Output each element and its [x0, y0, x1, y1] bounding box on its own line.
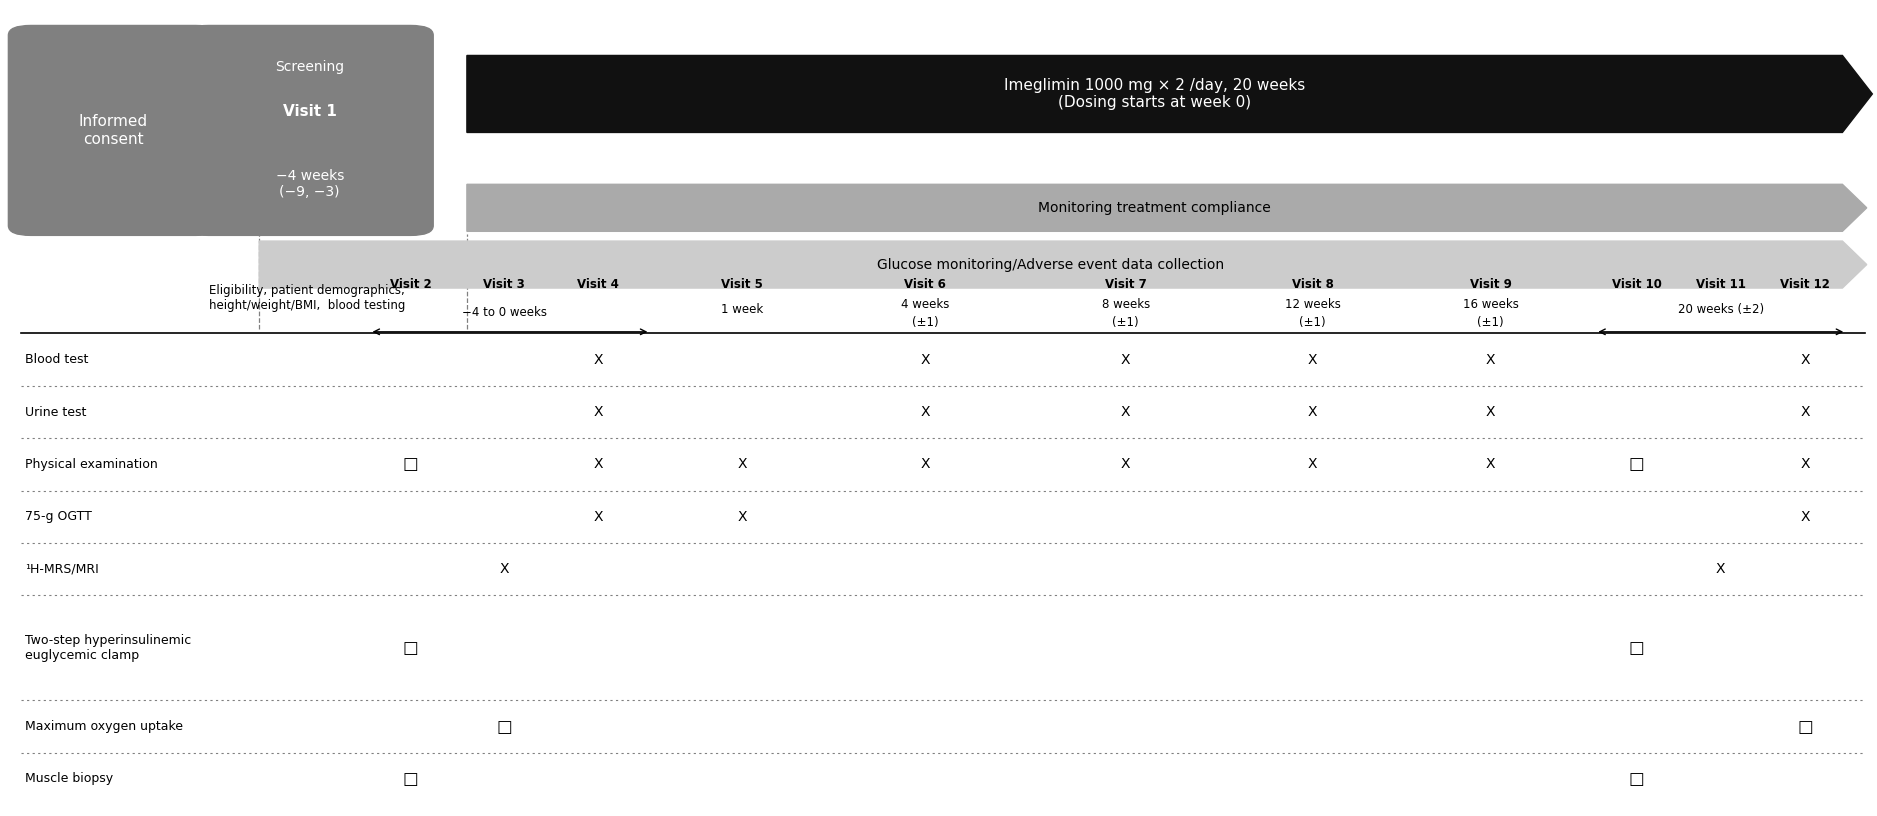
Text: Maximum oxygen uptake: Maximum oxygen uptake — [24, 720, 184, 733]
FancyBboxPatch shape — [8, 25, 218, 235]
Text: X: X — [593, 353, 603, 366]
Text: □: □ — [404, 639, 419, 657]
Text: X: X — [593, 405, 603, 419]
Text: □: □ — [404, 770, 419, 788]
Text: Visit 10: Visit 10 — [1612, 278, 1661, 291]
Text: X: X — [593, 458, 603, 472]
Text: □: □ — [1796, 717, 1813, 735]
Text: 20 weeks (±2): 20 weeks (±2) — [1678, 303, 1764, 316]
Text: Glucose monitoring/Adverse event data collection: Glucose monitoring/Adverse event data co… — [877, 258, 1224, 272]
Text: 75-g OGTT: 75-g OGTT — [24, 510, 92, 523]
FancyBboxPatch shape — [186, 25, 434, 235]
Text: Blood test: Blood test — [24, 353, 88, 366]
Text: Visit 7: Visit 7 — [1106, 278, 1147, 291]
Text: □: □ — [1629, 770, 1644, 788]
Text: X: X — [1800, 405, 1809, 419]
Text: (±1): (±1) — [912, 316, 938, 329]
Text: X: X — [499, 562, 509, 576]
Text: X: X — [1716, 562, 1725, 576]
Text: X: X — [920, 405, 931, 419]
Text: Monitoring treatment compliance: Monitoring treatment compliance — [1038, 201, 1271, 215]
Text: Visit 2: Visit 2 — [390, 278, 432, 291]
Text: X: X — [738, 458, 747, 472]
Text: Visit 11: Visit 11 — [1695, 278, 1746, 291]
Text: X: X — [1487, 353, 1496, 366]
Text: Visit 9: Visit 9 — [1470, 278, 1511, 291]
Text: −4 to 0 weeks: −4 to 0 weeks — [462, 306, 546, 319]
Text: Muscle biopsy: Muscle biopsy — [24, 773, 113, 786]
Text: X: X — [738, 510, 747, 524]
Polygon shape — [259, 241, 1868, 288]
Text: Screening: Screening — [276, 60, 343, 74]
Text: 12 weeks: 12 weeks — [1286, 298, 1340, 311]
Text: Visit 1: Visit 1 — [283, 104, 336, 119]
Text: X: X — [1308, 353, 1318, 366]
Polygon shape — [467, 55, 1873, 132]
Text: Visit 6: Visit 6 — [905, 278, 946, 291]
Text: □: □ — [496, 717, 512, 735]
Text: Visit 8: Visit 8 — [1291, 278, 1335, 291]
Text: 16 weeks: 16 weeks — [1462, 298, 1518, 311]
Text: X: X — [1121, 353, 1130, 366]
Text: Visit 4: Visit 4 — [576, 278, 619, 291]
Text: X: X — [1800, 458, 1809, 472]
Text: X: X — [593, 510, 603, 524]
Text: −4 weeks
(−9, −3): −4 weeks (−9, −3) — [276, 169, 343, 199]
Text: X: X — [1308, 458, 1318, 472]
Text: (±1): (±1) — [1477, 316, 1503, 329]
Text: X: X — [1800, 353, 1809, 366]
Text: X: X — [1800, 510, 1809, 524]
Text: 4 weeks: 4 weeks — [901, 298, 950, 311]
Text: (±1): (±1) — [1299, 316, 1327, 329]
Text: X: X — [1308, 405, 1318, 419]
Text: Urine test: Urine test — [24, 406, 86, 419]
Text: Visit 3: Visit 3 — [484, 278, 526, 291]
Text: 8 weeks: 8 weeks — [1102, 298, 1151, 311]
Polygon shape — [467, 184, 1868, 231]
Text: □: □ — [404, 455, 419, 473]
Text: □: □ — [1629, 639, 1644, 657]
Text: X: X — [1121, 458, 1130, 472]
Text: X: X — [1487, 458, 1496, 472]
Text: □: □ — [1629, 455, 1644, 473]
Text: X: X — [920, 458, 931, 472]
Text: Visit 12: Visit 12 — [1779, 278, 1830, 291]
Text: Eligibility, patient demographics,
height/weight/BMI,  blood testing: Eligibility, patient demographics, heigh… — [208, 284, 405, 312]
Text: Visit 5: Visit 5 — [721, 278, 762, 291]
Text: Two-step hyperinsulinemic
euglycemic clamp: Two-step hyperinsulinemic euglycemic cla… — [24, 634, 191, 662]
Text: ¹H-MRS/MRI: ¹H-MRS/MRI — [24, 563, 99, 576]
Text: Physical examination: Physical examination — [24, 458, 158, 471]
Text: Informed
consent: Informed consent — [79, 114, 148, 147]
Text: Imeglimin 1000 mg × 2 /day, 20 weeks
(Dosing starts at week 0): Imeglimin 1000 mg × 2 /day, 20 weeks (Do… — [1004, 78, 1305, 110]
Text: (±1): (±1) — [1113, 316, 1139, 329]
Text: X: X — [1487, 405, 1496, 419]
Text: X: X — [1121, 405, 1130, 419]
Text: 1 week: 1 week — [721, 303, 764, 316]
Text: X: X — [920, 353, 931, 366]
